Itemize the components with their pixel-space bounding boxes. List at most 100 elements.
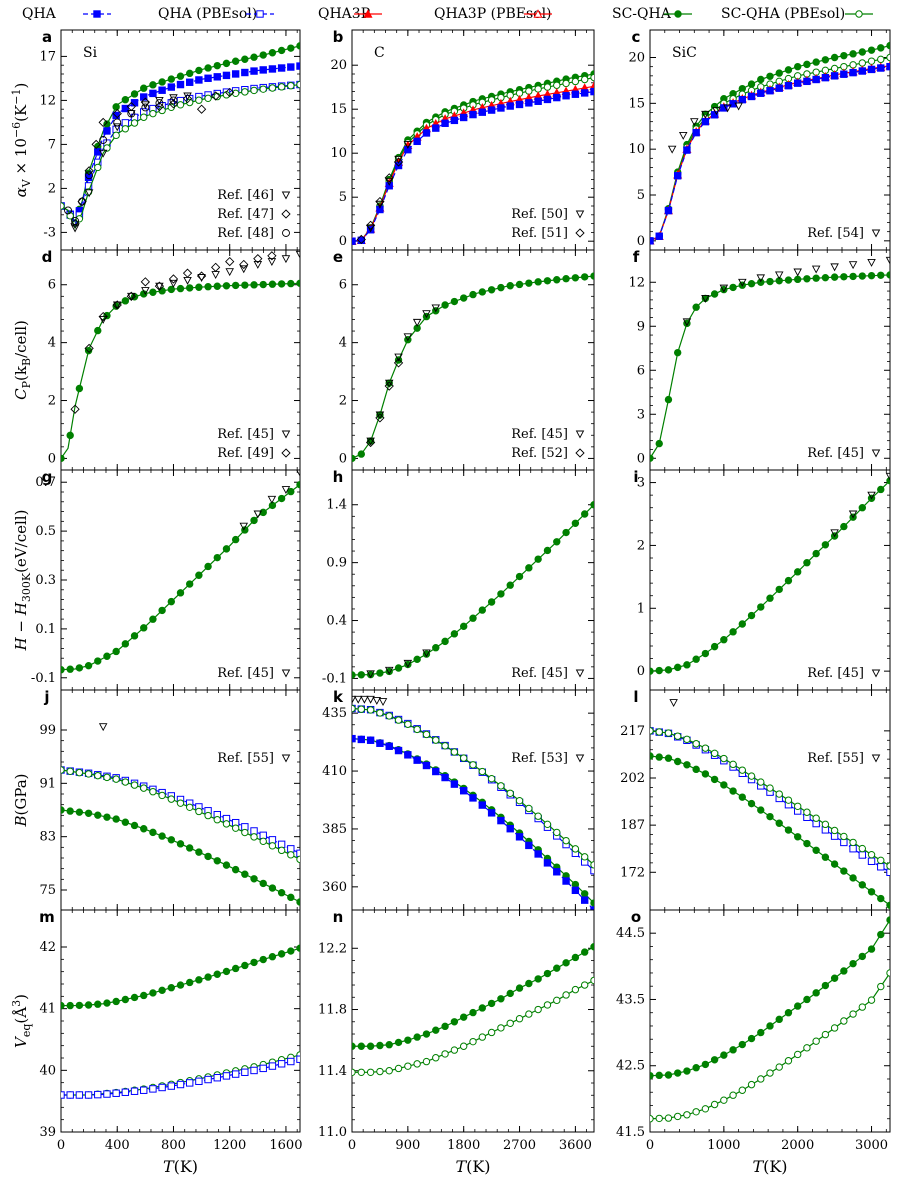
data-point-sc [176,284,185,293]
exp-point [70,404,80,414]
data-point-qhap [259,831,267,840]
data-point-scp [562,79,570,88]
data-point-sc [231,57,240,65]
x-tick-label: 400 [105,1138,130,1153]
exp-point [267,495,277,504]
data-point-qha [650,237,654,245]
data-point-scp [803,808,811,816]
axis-labels: αV × 10−6(K−1)CP(kB/cell)H − H300K(eV/ce… [10,83,788,1176]
data-point-scp [747,772,756,780]
exp-point [196,104,207,114]
data-point-sc [692,765,700,774]
data-point-sc [664,666,673,674]
exp-point [701,110,710,119]
legend-item-qhap: QHA (PBEsol) [158,6,274,22]
y-axis-title-part: (eV/cell) [12,510,30,573]
data-point-qha [268,65,277,73]
data-point-qha [441,119,449,127]
exp-point [384,666,394,675]
x-axis-title: T(K) [455,1157,490,1176]
data-point-qha [413,137,421,146]
data-point-scp [287,82,295,90]
data-point-scp [525,804,533,813]
data-point-scp [459,1042,468,1050]
data-point-sc [673,1069,682,1077]
data-point-sc [84,809,93,817]
series-line-sc [352,946,594,1047]
data-point-sc [738,1040,747,1049]
data-point-scp [877,982,885,991]
y-tick-label: 11.8 [318,1003,347,1018]
data-point-qha [167,83,176,91]
ref-text: Ref. [55] [807,751,864,766]
data-point-qha [793,79,802,87]
y-axis-title-part: 300K [20,572,33,602]
data-point-sc [241,961,249,970]
data-point-sc [250,958,258,967]
panel-letter: l [633,688,638,706]
ref-label: Ref. [54] [807,226,881,241]
data-point-sc [571,274,580,282]
data-point-sc [84,1001,93,1009]
data-point-scp [149,788,157,796]
data-point-scp [222,820,231,828]
data-point-sc [840,967,848,975]
data-point-sc [404,1036,412,1044]
data-point-sc [394,1038,403,1047]
x-tick-label: 2700 [503,1138,536,1153]
ref-marker [575,210,585,219]
data-point-scp [867,57,876,65]
data-point-qha [729,100,737,108]
data-point-sc [553,538,561,546]
data-point-qhap [222,1072,231,1080]
exp-point [211,262,221,273]
data-point-sc [296,480,300,489]
data-point-scp [84,770,93,778]
data-point-sc [158,78,166,86]
exp-point [366,224,375,233]
y-tick-label: 5 [339,190,347,205]
ref-marker [281,191,291,200]
data-point-scp [655,728,663,736]
data-point-scp [385,1067,393,1075]
exp-point [422,649,431,658]
data-point-sc [296,42,300,50]
y-axis-title: B(GPa) [12,773,30,827]
panel-letter: n [333,908,344,926]
data-point-scp [515,1015,524,1023]
data-point-scp [497,1024,505,1032]
exp-point [98,316,108,324]
data-point-sc [830,860,839,868]
exp-point [112,300,122,310]
panel-j: 75 83 91 99 j Ref. [55] [39,688,301,911]
data-point-scp [858,844,867,853]
data-point-sc [506,581,514,589]
data-point-scp [543,820,552,829]
series-group [61,766,300,906]
data-point-scp [140,113,148,121]
ref-marker [281,448,291,458]
y-tick-label: -0.1 [31,671,56,686]
data-point-qhap [185,1079,194,1087]
ref-marker [282,229,290,237]
data-point-scp [830,1024,839,1032]
y-tick-label: 83 [39,830,56,845]
ref-label: Ref. [55] [807,751,881,766]
data-point-qha [357,735,366,744]
data-point-sc [413,1033,421,1041]
data-point-sc [738,620,747,628]
data-point-scp [692,1108,700,1116]
data-point-qha [673,172,682,180]
y-axis-title-part: /cell) [12,320,30,358]
data-point-qha [506,825,514,833]
exp-point [141,287,150,295]
y-tick-label: 4 [48,336,56,351]
data-point-scp [121,778,130,786]
ref-text: Ref. [55] [217,751,274,766]
data-point-sc [103,999,111,1007]
data-point-scp [803,1044,811,1052]
data-point-qhap [268,836,277,844]
data-point-scp [784,1057,793,1065]
data-point-scp [450,748,459,756]
data-point-scp [422,730,431,739]
